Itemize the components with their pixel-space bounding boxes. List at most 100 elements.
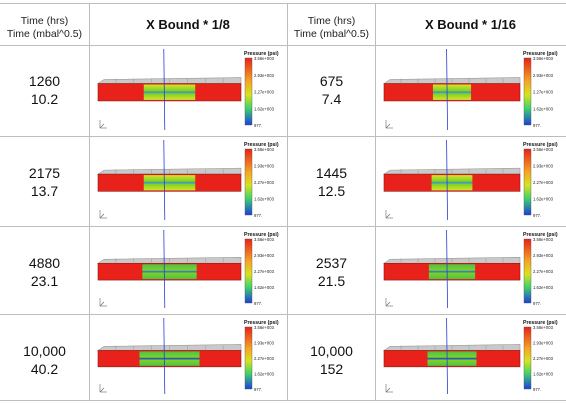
legend-colorbar — [244, 57, 253, 126]
legend-colorbar — [244, 326, 253, 390]
well-line — [163, 317, 166, 395]
legend-title: Pressure (psi) — [523, 320, 558, 326]
axis-triad-icon — [385, 298, 393, 307]
legend-title: Pressure (psi) — [244, 142, 279, 148]
time-mbal-value: 40.2 — [30, 361, 59, 377]
legend-tick: 1.62e+003 — [533, 285, 554, 290]
legend-tick: 2.93e+003 — [254, 253, 275, 258]
legend-tick: 2.27e+003 — [254, 269, 275, 274]
legend-tick: 977. — [254, 301, 262, 306]
legend-title: Pressure (psi) — [523, 51, 558, 57]
legend-tick: 977. — [254, 213, 262, 218]
pressure-map: Pressure (psi)3.56e+003 2.93e+003 2.27e+00… — [383, 229, 558, 309]
time-hrs-value: 675 — [319, 73, 344, 89]
stimulated-region — [432, 84, 472, 100]
sim-r2-c1: Pressure (psi) 3.56e+003 2.93e+003 2.27e+00… — [92, 138, 285, 224]
axis-triad-icon — [99, 120, 107, 129]
well-line — [446, 229, 448, 309]
legend-tick: 2.93e+003 — [533, 164, 554, 169]
legend-tick: 977. — [533, 387, 541, 392]
time-hrs-value: 10,000 — [310, 343, 353, 359]
legend-tick: 2.27e+003 — [533, 180, 554, 185]
legend-tick: 3.56e+003 — [533, 56, 554, 61]
axis-triad-icon — [99, 210, 107, 219]
legend-tick: 2.93e+003 — [254, 341, 275, 346]
stimulated-region — [427, 351, 477, 366]
col1-title: X Bound * 1/8 — [146, 17, 230, 32]
legend-tick: 977. — [533, 213, 541, 218]
legend-tick: 3.56e+003 — [533, 237, 554, 242]
axis-triad-icon — [99, 384, 107, 393]
time-hrs-value: 4880 — [28, 255, 61, 271]
legend-tick: 2.27e+003 — [254, 90, 275, 95]
sim-r2-c2: Pressure (psi) 3.56e+003 2.93e+003 2.27e+00… — [378, 138, 564, 224]
time-mbal-label: Time (mbal^0.5) — [6, 28, 83, 40]
legend-tick: 3.56e+003 — [254, 56, 275, 61]
legend-tick: 3.56e+003 — [533, 325, 554, 330]
stimulated-region — [431, 175, 473, 191]
row2-left-time: 2175 13.7 — [0, 164, 89, 200]
time-hrs-value: 1445 — [315, 165, 348, 181]
well-line — [446, 139, 448, 221]
table-divider-header — [0, 45, 566, 46]
time-mbal-value: 12.5 — [317, 183, 346, 199]
axis-triad-icon — [385, 120, 393, 129]
time-hrs-value: 2175 — [28, 165, 61, 181]
well-line — [446, 48, 448, 131]
well-line — [446, 317, 448, 395]
legend-tick: 977. — [254, 123, 262, 128]
table-divider-row1 — [0, 136, 566, 137]
sim-r3-c2: Pressure (psi) 3.56e+003 2.93e+003 2.27e+00… — [378, 228, 564, 312]
legend-tick: 2.27e+003 — [533, 269, 554, 274]
pressure-map: Pressure (psi)3.56e+003 2.93e+003 2.27e+00… — [97, 229, 279, 309]
table-divider-col3 — [375, 3, 376, 401]
time-hrs-label: Time (hrs) — [20, 15, 69, 27]
time-mbal-value: 152 — [319, 361, 344, 377]
legend-tick: 2.27e+003 — [533, 356, 554, 361]
legend-colorbar — [244, 238, 253, 304]
pressure-map: Pressure (psi)3.56e+003 2.93e+003 2.27e+00… — [97, 317, 279, 395]
axis-triad-icon — [385, 384, 393, 393]
table-divider-col2 — [287, 3, 288, 401]
legend-tick: 2.93e+003 — [533, 341, 554, 346]
time-mbal-value: 13.7 — [30, 183, 59, 199]
legend-colorbar — [523, 326, 532, 390]
pressure-map: Pressure (psi)3.56e+003 2.93e+003 2.27e+00… — [97, 139, 279, 221]
sim-r4-c1: Pressure (psi) 3.56e+003 2.93e+003 2.27e+00… — [92, 316, 285, 398]
legend-tick: 3.56e+003 — [254, 237, 275, 242]
row2-right-time: 1445 12.5 — [288, 164, 375, 200]
pressure-map: Pressure (psi)3.56e+003 2.93e+003 2.27e+00… — [97, 48, 279, 131]
legend-title: Pressure (psi) — [244, 232, 279, 238]
legend-tick: 2.93e+003 — [533, 253, 554, 258]
table-divider-row2 — [0, 226, 566, 227]
legend-tick: 977. — [533, 301, 541, 306]
sim-r3-c1: Pressure (psi) 3.56e+003 2.93e+003 2.27e+00… — [92, 228, 285, 312]
time-mbal-value: 7.4 — [321, 91, 342, 107]
legend-tick: 1.62e+003 — [254, 285, 275, 290]
stimulated-region — [143, 84, 196, 100]
row1-left-time: 1260 10.2 — [0, 72, 89, 108]
legend-tick: 977. — [254, 387, 262, 392]
legend-tick: 2.27e+003 — [254, 180, 275, 185]
legend-colorbar — [523, 238, 532, 304]
table-border-top — [0, 3, 566, 4]
time-hrs-value: 1260 — [28, 73, 61, 89]
time-mbal-value: 21.5 — [317, 273, 346, 289]
well-line — [163, 139, 166, 221]
row3-left-time: 4880 23.1 — [0, 254, 89, 290]
stimulated-region — [428, 264, 476, 280]
legend-tick: 2.93e+003 — [533, 73, 554, 78]
sim-r1-c1: Pressure (psi) 3.56e+003 2.93e+003 2.27e+00… — [92, 47, 285, 134]
pressure-map: Pressure (psi)3.56e+003 2.93e+003 2.27e+00… — [383, 48, 558, 131]
sim-r1-c2: Pressure (psi) 3.56e+003 2.93e+003 2.27e+00… — [378, 47, 564, 134]
row1-right-time: 675 7.4 — [288, 72, 375, 108]
legend-tick: 2.27e+003 — [533, 90, 554, 95]
legend-tick: 1.62e+003 — [533, 197, 554, 202]
legend-tick: 1.62e+003 — [533, 372, 554, 377]
legend-tick: 2.93e+003 — [254, 73, 275, 78]
legend-tick: 1.62e+003 — [254, 372, 275, 377]
legend-tick: 1.62e+003 — [254, 197, 275, 202]
legend-colorbar — [523, 57, 532, 126]
time-hrs-value: 10,000 — [23, 343, 66, 359]
